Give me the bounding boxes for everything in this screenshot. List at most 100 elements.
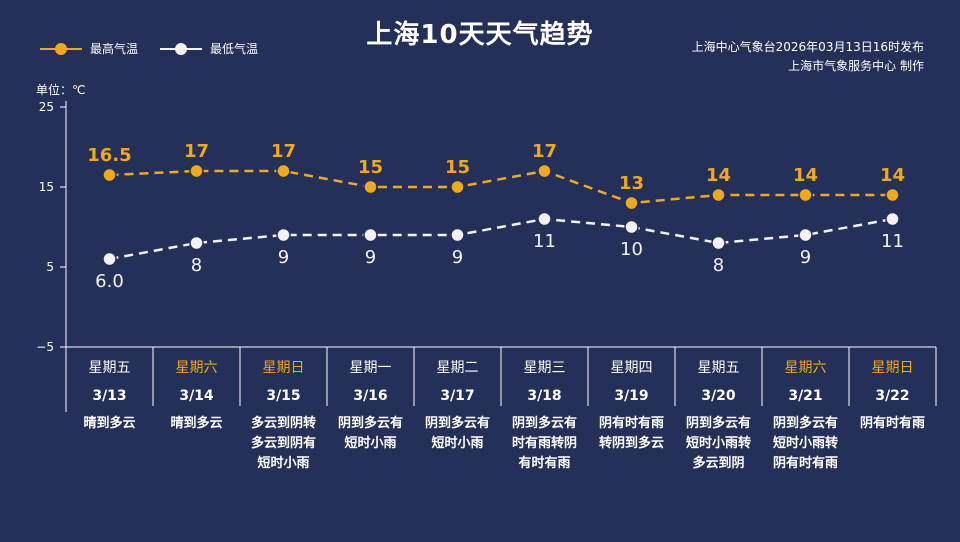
weather-desc: 晴到多云 (83, 415, 135, 431)
data-label-high: 15 (445, 157, 470, 178)
date-label: 3/19 (614, 388, 648, 404)
data-point-low (450, 227, 465, 243)
weather-desc-line: 晴到多云 (83, 415, 135, 431)
data-label-low: 9 (452, 247, 463, 268)
data-label-low: 11 (881, 231, 904, 252)
date-label: 3/21 (788, 388, 822, 404)
data-point-high (276, 163, 291, 179)
date-label: 3/20 (701, 388, 736, 404)
legend-low-label: 最低气温 (210, 42, 259, 56)
date-label: 3/22 (875, 388, 909, 404)
unit-label: 单位：℃ (36, 83, 86, 97)
page-title: 上海10天天气趋势 (366, 20, 594, 50)
data-label-high: 15 (358, 157, 383, 178)
data-label-low: 9 (278, 247, 289, 268)
data-point-low (276, 227, 291, 243)
weather-desc-line: 阴有时有雨 (773, 455, 838, 471)
date-label: 3/14 (179, 388, 214, 404)
data-point-high (885, 187, 900, 203)
source-line-1: 上海中心气象台2026年03月13日16时发布 (691, 40, 924, 54)
weather-desc: 晴到多云 (170, 415, 222, 431)
data-point-high (537, 163, 552, 179)
weather-desc-line: 多云到阴有 (251, 435, 316, 451)
legend-item-high: 最高气温 (40, 40, 138, 57)
weekday-label: 星期三 (524, 360, 566, 376)
date-label: 3/17 (440, 388, 474, 404)
weekday-label: 星期四 (611, 360, 653, 376)
weather-desc-line: 阴到多云有 (512, 415, 577, 431)
series-line-low (109, 217, 893, 261)
weather-desc-line: 阴有时有雨 (599, 415, 664, 431)
weather-desc: 多云到阴转多云到阴有短时小雨 (251, 415, 316, 471)
legend-low-swatch (160, 42, 203, 55)
data-point-low (885, 211, 900, 227)
weather-desc-line: 转阴到多云 (599, 435, 664, 451)
data-point-high (450, 179, 465, 195)
weather-desc: 阴有时有雨 (860, 415, 925, 431)
weekday-label: 星期二 (437, 360, 479, 376)
weekday-label: 星期六 (176, 360, 218, 376)
data-label-high: 17 (184, 141, 209, 162)
data-point-low (798, 227, 813, 243)
weather-desc-line: 有时有雨 (518, 455, 570, 471)
legend-high-label: 最高气温 (90, 42, 139, 56)
data-point-high (102, 167, 117, 183)
weather-desc-line: 阴到多云有 (773, 415, 838, 431)
weather-desc: 阴到多云有短时小雨转阴有时有雨 (773, 415, 838, 471)
weather-desc-line: 阴到多云有 (338, 415, 403, 431)
series-line-high (109, 169, 893, 205)
data-label-high: 14 (706, 165, 731, 186)
data-label-low: 8 (713, 255, 724, 276)
weather-desc: 阴到多云有时有雨转阴有时有雨 (512, 415, 577, 471)
data-label-high: 16.5 (87, 145, 131, 166)
data-label-low: 10 (620, 239, 643, 260)
data-label-low: 6.0 (95, 271, 124, 292)
weather-desc-line: 多云到阴 (692, 455, 744, 471)
y-tick-label: 25 (39, 100, 54, 114)
data-label-low: 11 (533, 231, 556, 252)
weather-desc-line: 短时小雨 (431, 435, 483, 451)
weekday-label: 星期五 (89, 360, 131, 376)
weekday-label: 星期日 (263, 360, 305, 376)
weather-desc-line: 短时小雨 (344, 435, 396, 451)
data-label-high: 17 (532, 141, 557, 162)
weekday-label: 星期一 (350, 360, 392, 376)
chart-legend: 最高气温 最低气温 (40, 40, 258, 57)
data-label-low: 9 (365, 247, 376, 268)
weather-desc-line: 短时小雨转 (686, 435, 751, 451)
data-point-low (711, 235, 726, 251)
data-point-high (624, 195, 639, 211)
data-label-high: 14 (793, 165, 818, 186)
data-label-high: 17 (271, 141, 296, 162)
data-point-high (798, 187, 813, 203)
data-label-high: 13 (619, 173, 644, 194)
weather-desc-line: 短时小雨 (257, 455, 309, 471)
date-label: 3/13 (92, 388, 126, 404)
source-line-2: 上海市气象服务中心 制作 (788, 59, 924, 73)
weather-desc-line: 阴到多云有 (425, 415, 490, 431)
weather-desc-line: 短时小雨转 (773, 435, 838, 451)
weather-desc: 阴到多云有短时小雨 (338, 415, 403, 451)
legend-item-low: 最低气温 (160, 40, 258, 57)
data-label-low: 9 (800, 247, 811, 268)
weather-desc: 阴到多云有短时小雨转多云到阴 (686, 415, 751, 471)
data-point-high (189, 163, 204, 179)
weekday-label: 星期日 (872, 360, 914, 376)
y-tick-label: −5 (36, 340, 54, 354)
data-label-high: 14 (880, 165, 905, 186)
data-label-low: 8 (191, 255, 202, 276)
weather-desc-line: 阴有时有雨 (860, 415, 925, 431)
data-point-low (624, 219, 639, 235)
weather-desc-line: 晴到多云 (170, 415, 222, 431)
date-label: 3/16 (353, 388, 387, 404)
weather-desc: 阴有时有雨转阴到多云 (599, 415, 664, 451)
weekday-label: 星期五 (698, 360, 740, 376)
weather-desc-line: 阴到多云有 (686, 415, 751, 431)
data-point-low (189, 235, 204, 251)
data-point-high (363, 179, 378, 195)
weekday-label: 星期六 (785, 360, 827, 376)
weather-desc-line: 时有雨转阴 (512, 435, 577, 451)
data-point-low (102, 251, 117, 267)
